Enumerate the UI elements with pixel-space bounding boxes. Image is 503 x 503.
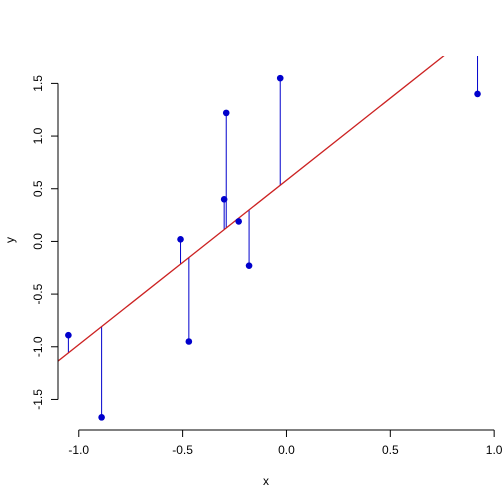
residual-lines [67,56,479,418]
y-axis: -1.5 -1.0 -0.5 0.0 0.5 1.0 1.5 [31,75,59,410]
x-tick-label-3: 0.5 [382,443,399,457]
y-tick-label-2: -0.5 [31,283,45,304]
y-tick-label-5: 1.0 [31,127,45,144]
data-point-4 [220,195,228,203]
x-tick-label-1: -0.5 [172,443,193,457]
x-axis: -1.0 -0.5 0.0 0.5 1.0 [68,429,503,457]
y-tick-label-4: 0.5 [31,180,45,197]
data-point-6 [235,218,242,225]
y-axis-label: y [3,237,17,243]
data-point-8 [276,74,284,82]
y-tick-label-1: -1.0 [31,336,45,357]
data-point-7 [245,262,253,269]
x-axis-label: x [263,474,269,488]
x-tick-label-2: 0.0 [278,443,295,457]
y-tick-label-3: 0.0 [31,233,45,250]
y-tick-label-0: -1.5 [31,389,45,410]
data-point-9 [474,90,481,98]
y-tick-label-6: 1.5 [31,75,45,92]
data-point-3 [185,338,193,345]
data-points [65,74,481,421]
data-point-0 [65,331,72,339]
x-tick-label-0: -1.0 [68,443,89,457]
regression-line [58,56,445,362]
data-point-2 [177,236,184,243]
data-point-5 [222,109,230,117]
data-point-1 [98,414,105,421]
x-tick-label-4: 1.0 [486,443,503,457]
